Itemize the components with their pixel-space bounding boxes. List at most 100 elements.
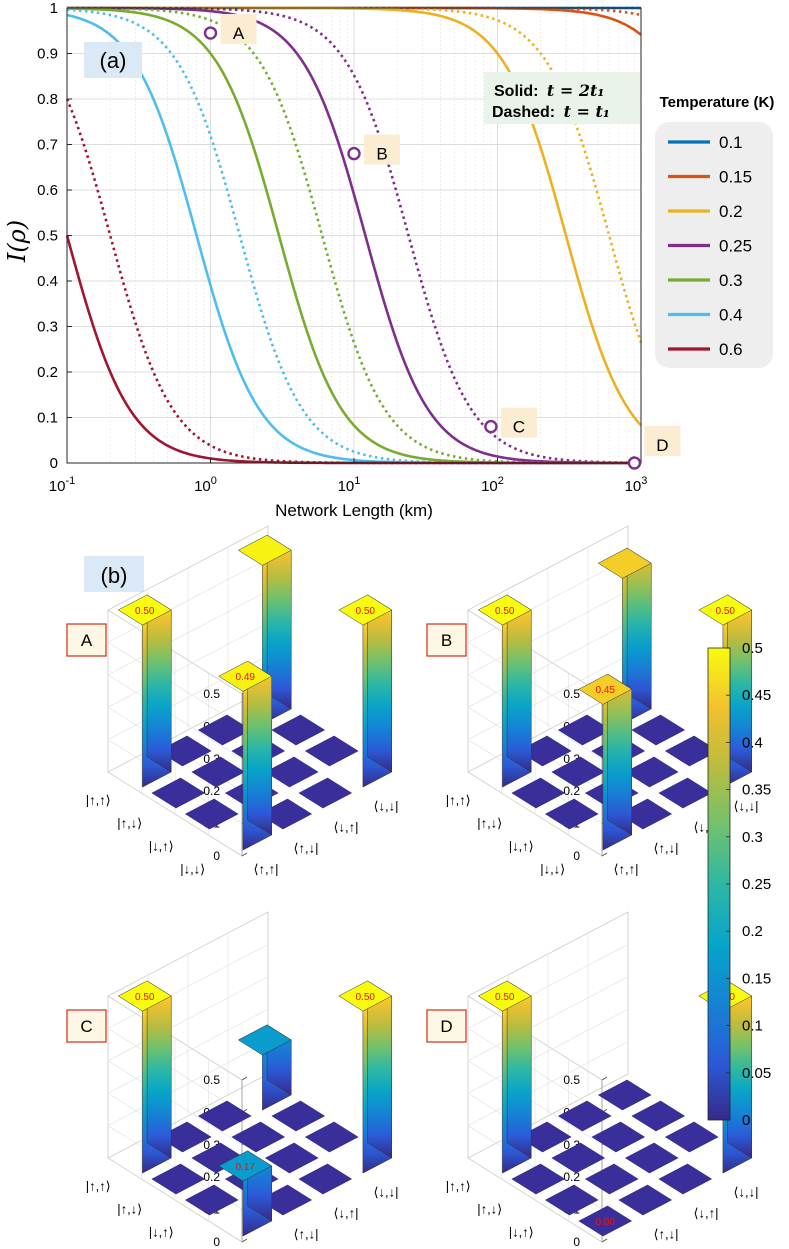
panel-b-label-box: [84, 556, 144, 592]
bar-cell: [477, 980, 532, 1174]
y-tick-label: 0.1: [37, 410, 58, 427]
z-tick-label: 0.2: [563, 784, 580, 798]
bar-cell: [658, 777, 713, 809]
series-0.25-solid-line: [67, 6, 641, 465]
bar-value-label: 0.50: [716, 606, 736, 617]
zero-bar-tile: [511, 777, 566, 809]
bar-cell: [218, 660, 273, 851]
marker-C: C: [484, 407, 537, 438]
y-tick-label: 0.9: [37, 46, 58, 63]
marker-label-box: [220, 14, 257, 45]
col-label: ⟨↑,↓|: [293, 1227, 318, 1242]
row-label: |↓,↓⟩: [540, 862, 565, 877]
col-label: ⟨↑,↑|: [613, 862, 638, 877]
bar-value-label: 0.45: [596, 685, 616, 696]
bar-cell: [517, 1121, 572, 1153]
bar-side-face: [146, 980, 172, 1159]
row-label: |↑,↓⟩: [117, 816, 142, 831]
z-tick-label: 0.5: [203, 1073, 220, 1087]
z-tick-mark: [601, 852, 608, 857]
y-tick-label: 1: [50, 0, 58, 17]
zero-bar-tile: [304, 1121, 359, 1153]
z-tick-label: 0: [573, 849, 580, 863]
bar-cell: [584, 1163, 639, 1195]
panel-a-line-chart: 0 0.1 0.2 0.3 0.4 0.5 0.6 0.7 0.8 0.9 1 10-1 100 101 1…: [3, 0, 774, 520]
zero-bar-tile: [258, 1184, 313, 1216]
bar-side-face: [506, 980, 532, 1159]
wall-gridline: [107, 622, 269, 792]
zero-bar-tile: [157, 1121, 212, 1153]
col-label: ⟨↑,↓|: [653, 841, 678, 856]
colorbar-tick-label: 0.15: [742, 970, 771, 987]
colorbar-tick-label: 0.05: [742, 1065, 771, 1082]
bar-cell: [304, 1121, 359, 1153]
col-label: ⟨↑,↑|: [253, 862, 278, 877]
series-0.6-dashed-line: [65, 98, 641, 465]
bar-cell: [597, 1079, 652, 1111]
colorbar: 0 0.05 0.1 0.15 0.2 0.25 0.3 0.35 0.4 0.45 0.5: [707, 640, 771, 1129]
zero-bar-tile: [631, 1100, 686, 1132]
row-label: |↓,↓⟩: [180, 862, 205, 877]
zero-bar-tile: [517, 1121, 572, 1153]
bar-cell: [517, 735, 572, 767]
subplot-badge-box: [66, 1009, 107, 1043]
zero-bar-tile: [551, 1142, 606, 1174]
bar-cell: [511, 1163, 566, 1195]
legend-label-0.2: 0.2: [719, 202, 743, 221]
wall-gridline: [107, 590, 269, 760]
zero-bar-tile: [664, 1121, 719, 1153]
series-0.4-dashed-line: [66, 8, 641, 465]
bar-cell: [658, 1163, 713, 1195]
zero-bar-tile: [151, 1163, 206, 1195]
bar-cell: [631, 1100, 686, 1132]
z-tick-label: 0.5: [563, 1073, 580, 1087]
bar-cell: [197, 1100, 252, 1132]
x-tick-label: 100: [194, 475, 217, 495]
z-tick-label: 0: [213, 1235, 220, 1249]
subplot-badge-label: D: [440, 1017, 452, 1036]
bar-cell: [258, 798, 313, 830]
row-label: |↓,↑⟩: [149, 1225, 174, 1240]
col-label: ⟨↓,↓|: [733, 1185, 758, 1200]
bar-cell: [157, 735, 212, 767]
bar-side-face: [146, 594, 172, 773]
bar-side-face: [367, 980, 392, 1159]
bar-cell: [557, 1100, 612, 1132]
wall-gridline: [467, 976, 629, 1146]
wall-gridline: [467, 622, 629, 792]
z-tick-label: 0: [213, 849, 220, 863]
marker-D: D: [627, 426, 681, 470]
colorbar-tick-label: 0: [742, 1112, 750, 1129]
row-label: |↑,↑⟩: [86, 1179, 111, 1194]
wall-gridline: [467, 558, 629, 727]
panel-b-label: (b): [101, 563, 128, 588]
solid-label: Solid: t = 2t₁: [494, 81, 604, 100]
bar-cell: [624, 1142, 679, 1174]
col-label: ⟨↓,↓|: [373, 799, 398, 814]
z-tick-label: 0.5: [563, 687, 580, 701]
y-tick-label: 0.3: [37, 319, 58, 336]
marker-label: D: [656, 436, 668, 455]
y-axis-label: I(ρ): [3, 220, 31, 263]
bar-cell: [338, 980, 393, 1174]
zero-bar-tile: [658, 777, 713, 809]
marker-A: A: [203, 14, 257, 45]
bar-cell: [151, 1163, 206, 1195]
zero-bar-tile: [271, 1100, 326, 1132]
z-tick-label: 0.5: [203, 687, 220, 701]
z-tick-mark: [241, 852, 248, 857]
legend-box: [655, 122, 773, 368]
bar-cell: [151, 777, 206, 809]
z-tick-label: 0.2: [563, 1170, 580, 1184]
bar-top-face: [237, 1024, 292, 1056]
bar-cell: [477, 594, 532, 788]
marker-label-box: [500, 407, 537, 438]
bar-top-face: [218, 660, 273, 692]
bar-cell: [264, 756, 319, 788]
bar-value-label: 0.50: [495, 606, 515, 617]
bar-top-face: [117, 980, 172, 1012]
legend-label-0.4: 0.4: [719, 306, 743, 325]
col-label: ⟨↑,↓|: [293, 841, 318, 856]
row-label: |↓,↑⟩: [509, 839, 534, 854]
